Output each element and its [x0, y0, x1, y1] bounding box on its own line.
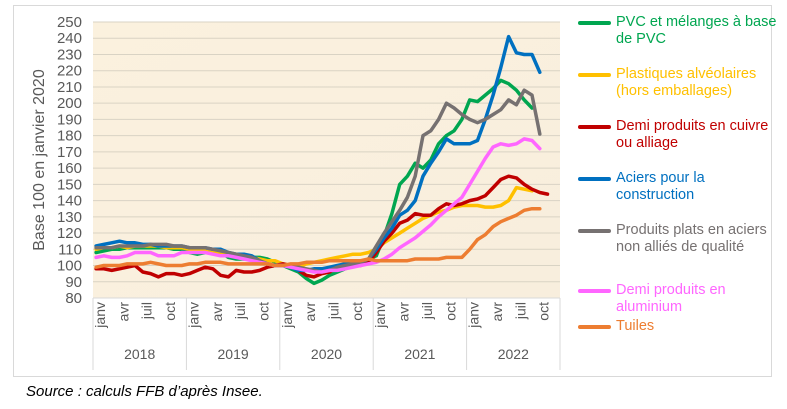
- x-month-label: oct: [536, 302, 552, 321]
- x-month-label: janv: [185, 302, 201, 329]
- legend-swatch: [578, 125, 611, 129]
- series-line-6: [94, 206, 542, 269]
- x-month-label: janv: [372, 302, 388, 329]
- legend-label: Demi produits en aluminium: [616, 282, 726, 315]
- y-tick-label: 120: [57, 225, 82, 242]
- x-year-label: 2022: [498, 346, 529, 362]
- plot-area: [93, 22, 560, 298]
- y-tick-label: 210: [57, 79, 82, 96]
- x-month-label: janv: [279, 302, 295, 329]
- y-tick-label: 90: [65, 274, 82, 291]
- x-month-label: juil: [512, 302, 528, 320]
- x-month-label: avr: [209, 302, 225, 322]
- y-tick-label: 180: [57, 128, 82, 145]
- y-tick-label: 130: [57, 209, 82, 226]
- x-year-label: 2018: [124, 346, 155, 362]
- x-month-label: juil: [232, 302, 248, 320]
- legend-label: Plastiques alvéolaires (hors emballages): [616, 66, 757, 99]
- legend-label: Tuiles: [616, 318, 655, 334]
- y-tick-label: 140: [57, 193, 82, 210]
- source-note: Source : calculs FFB d’après Insee.: [26, 383, 263, 400]
- x-year-label: 2021: [404, 346, 435, 362]
- x-month-label: avr: [115, 302, 131, 322]
- x-month-label: juil: [139, 302, 155, 320]
- legend-label: Demi produits en cuivre ou alliage: [616, 118, 769, 151]
- x-month-label: avr: [396, 302, 412, 322]
- x-month-label: avr: [489, 302, 505, 322]
- y-axis-label: Base 100 en janvier 2020: [31, 69, 48, 251]
- y-tick-label: 150: [57, 176, 82, 193]
- y-tick-label: 240: [57, 30, 82, 47]
- legend-swatch: [578, 229, 611, 233]
- y-tick-label: 230: [57, 46, 82, 63]
- x-month-label: oct: [442, 302, 458, 321]
- x-month-label: oct: [162, 302, 178, 321]
- y-tick-label: 190: [57, 111, 82, 128]
- series-line-5: [94, 137, 542, 274]
- y-tick-label: 110: [58, 241, 82, 258]
- x-month-label: oct: [349, 302, 365, 321]
- y-tick-label: 170: [57, 144, 82, 161]
- x-year-label: 2020: [311, 346, 342, 362]
- legend-swatch: [578, 289, 611, 293]
- legend-label: Aciers pour la construction: [616, 170, 705, 203]
- x-month-label: janv: [466, 302, 482, 329]
- legend-swatch: [578, 73, 611, 77]
- y-tick-label: 160: [57, 160, 82, 177]
- legend-label: PVC et mélanges à base de PVC: [616, 14, 777, 47]
- x-month-label: oct: [255, 302, 271, 321]
- legend-swatch: [578, 325, 611, 329]
- x-month-label: juil: [419, 302, 435, 320]
- y-tick-label: 200: [57, 95, 82, 112]
- x-month-label: juil: [326, 302, 342, 320]
- x-year-label: 2019: [218, 346, 249, 362]
- y-tick-label: 100: [57, 258, 82, 275]
- x-month-label: avr: [302, 302, 318, 322]
- legend-swatch: [578, 177, 611, 181]
- x-month-label: janv: [92, 302, 108, 329]
- y-tick-label: 220: [57, 63, 82, 80]
- y-tick-label: 250: [57, 14, 82, 31]
- y-tick-label: 80: [65, 290, 82, 307]
- legend-label: Produits plats en aciers non alliés de q…: [616, 222, 767, 255]
- legend-swatch: [578, 21, 611, 25]
